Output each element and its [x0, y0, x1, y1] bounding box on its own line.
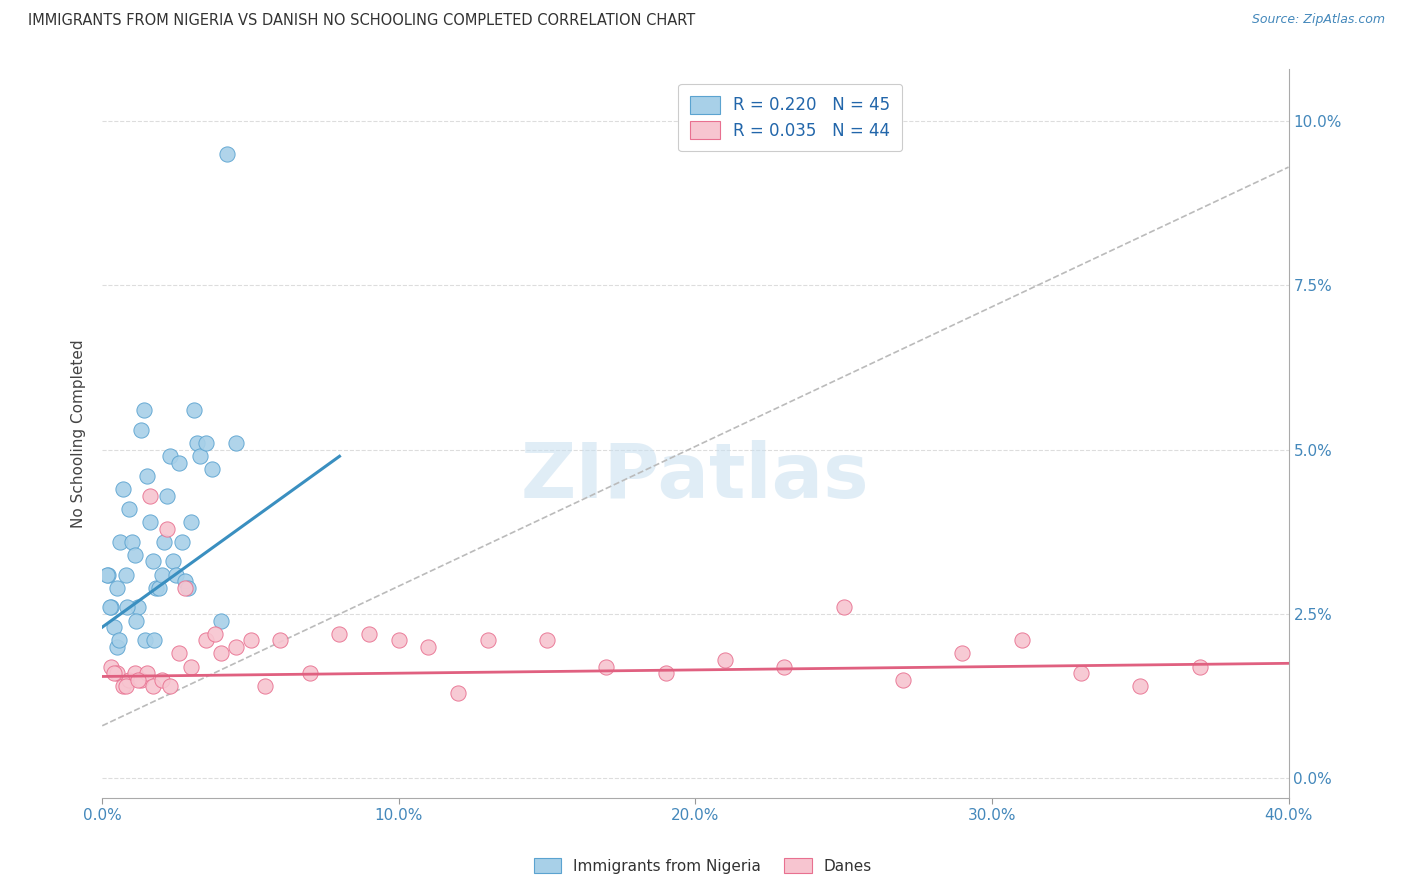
Point: [118, 673, 141, 687]
Point: [97, 567, 120, 582]
Point: [180, 515, 202, 529]
Point: [1188, 659, 1211, 673]
Point: [204, 626, 226, 640]
Point: [891, 673, 914, 687]
Point: [118, 501, 141, 516]
Point: [477, 633, 499, 648]
Point: [195, 633, 218, 648]
Point: [714, 653, 737, 667]
Point: [108, 534, 131, 549]
Point: [201, 462, 224, 476]
Point: [183, 403, 205, 417]
Point: [142, 554, 165, 568]
Point: [298, 666, 321, 681]
Text: Source: ZipAtlas.com: Source: ZipAtlas.com: [1251, 13, 1385, 27]
Point: [115, 567, 138, 582]
Point: [1129, 679, 1152, 693]
Point: [174, 581, 197, 595]
Point: [127, 600, 149, 615]
Point: [536, 633, 558, 648]
Point: [115, 679, 138, 693]
Point: [215, 147, 238, 161]
Point: [129, 673, 152, 687]
Point: [117, 600, 139, 615]
Point: [135, 469, 157, 483]
Point: [100, 659, 122, 673]
Point: [143, 633, 166, 648]
Point: [359, 626, 381, 640]
Point: [269, 633, 291, 648]
Point: [134, 633, 156, 648]
Point: [177, 581, 200, 595]
Point: [105, 581, 128, 595]
Text: IMMIGRANTS FROM NIGERIA VS DANISH NO SCHOOLING COMPLETED CORRELATION CHART: IMMIGRANTS FROM NIGERIA VS DANISH NO SCH…: [28, 13, 696, 29]
Point: [1011, 633, 1033, 648]
Point: [832, 600, 855, 615]
Point: [125, 614, 148, 628]
Point: [150, 673, 173, 687]
Point: [254, 679, 277, 693]
Text: ZIPatlas: ZIPatlas: [522, 440, 870, 514]
Point: [105, 666, 128, 681]
Point: [100, 600, 122, 615]
Point: [138, 489, 160, 503]
Point: [165, 567, 187, 582]
Point: [239, 633, 262, 648]
Point: [138, 515, 160, 529]
Point: [148, 581, 170, 595]
Point: [98, 600, 121, 615]
Point: [150, 567, 173, 582]
Point: [111, 482, 134, 496]
Point: [225, 436, 247, 450]
Point: [103, 666, 125, 681]
Point: [169, 647, 191, 661]
Point: [153, 534, 176, 549]
Point: [328, 626, 350, 640]
Point: [1070, 666, 1092, 681]
Y-axis label: No Schooling Completed: No Schooling Completed: [72, 339, 86, 527]
Point: [773, 659, 796, 673]
Point: [595, 659, 617, 673]
Point: [111, 679, 134, 693]
Point: [162, 554, 184, 568]
Point: [156, 489, 179, 503]
Point: [950, 647, 973, 661]
Point: [418, 640, 440, 654]
Point: [135, 666, 157, 681]
Point: [225, 640, 247, 654]
Point: [124, 666, 146, 681]
Point: [107, 633, 129, 648]
Point: [195, 436, 218, 450]
Point: [129, 423, 152, 437]
Legend: Immigrants from Nigeria, Danes: Immigrants from Nigeria, Danes: [527, 852, 879, 880]
Point: [188, 450, 211, 464]
Point: [159, 450, 181, 464]
Point: [156, 522, 179, 536]
Point: [186, 436, 208, 450]
Point: [142, 679, 165, 693]
Point: [121, 534, 143, 549]
Point: [159, 679, 181, 693]
Point: [124, 548, 146, 562]
Point: [103, 620, 125, 634]
Point: [96, 567, 118, 582]
Point: [209, 647, 232, 661]
Point: [174, 574, 197, 589]
Legend: R = 0.220   N = 45, R = 0.035   N = 44: R = 0.220 N = 45, R = 0.035 N = 44: [678, 84, 903, 152]
Point: [132, 403, 155, 417]
Point: [127, 673, 149, 687]
Point: [172, 534, 194, 549]
Point: [654, 666, 676, 681]
Point: [169, 456, 191, 470]
Point: [388, 633, 411, 648]
Point: [447, 686, 470, 700]
Point: [105, 640, 128, 654]
Point: [145, 581, 167, 595]
Point: [209, 614, 232, 628]
Point: [180, 659, 202, 673]
